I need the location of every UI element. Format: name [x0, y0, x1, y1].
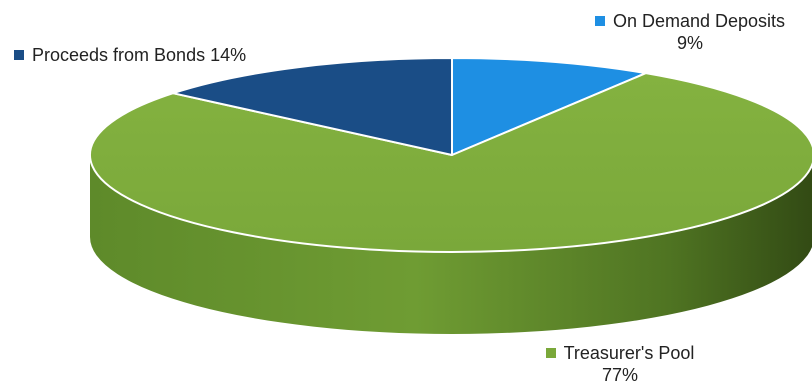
legend-on-demand-deposits: On Demand Deposits 9%: [570, 10, 810, 54]
legend-proceeds-from-bonds: Proceeds from Bonds 14%: [14, 44, 246, 66]
pie-slice-on-demand-deposits: [451, 57, 647, 156]
pie-slice-proceeds-from-bonds: [172, 57, 453, 156]
pie-top: [89, 57, 812, 253]
legend-swatch-treasurers-pool: [545, 348, 556, 358]
legend-swatch-proceeds-from-bonds: [14, 50, 24, 60]
legend-swatch-on-demand-deposits: [594, 16, 605, 26]
legend-label-treasurers-pool: Treasurer's Pool: [563, 343, 695, 363]
legend-value-treasurers-pool: 77%: [601, 365, 639, 385]
legend-treasurers-pool: Treasurer's Pool 77%: [500, 342, 740, 386]
legend-value-proceeds-from-bonds: 14%: [210, 45, 247, 65]
legend-label-proceeds-from-bonds: Proceeds from Bonds: [32, 45, 206, 65]
pie-side: [90, 155, 812, 334]
legend-value-on-demand-deposits: 9%: [676, 33, 703, 53]
pie-side-treasurers-pool: [90, 155, 812, 334]
pie-slice-treasurers-pool: [89, 72, 812, 253]
legend-label-on-demand-deposits: On Demand Deposits: [612, 11, 786, 31]
